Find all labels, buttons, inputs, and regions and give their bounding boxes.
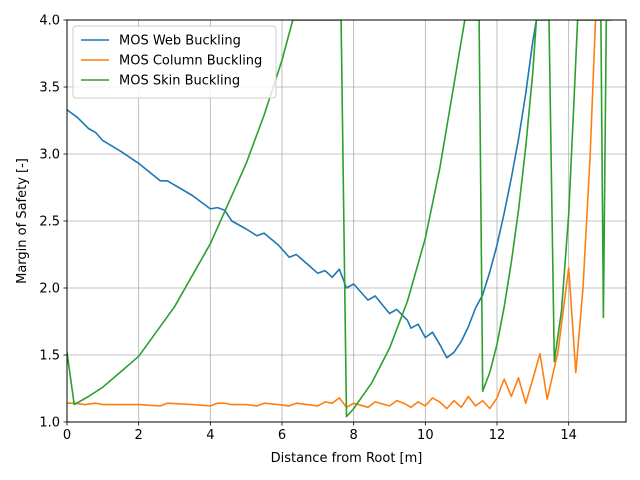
x-tick-label: 10 bbox=[417, 428, 434, 443]
x-tick-label: 2 bbox=[135, 428, 143, 443]
legend-label-mos-web-buckling: MOS Web Buckling bbox=[119, 34, 241, 49]
ticks: 0 2 4 6 8 10 12 14 1.0 1.5 2.0 2.5 3.0 3.5 4.0 bbox=[39, 14, 577, 444]
series-layer bbox=[67, 20, 612, 418]
legend-label-mos-skin-buckling: MOS Skin Buckling bbox=[119, 74, 240, 89]
y-tick-label: 2.0 bbox=[39, 282, 60, 297]
y-tick-label: 4.0 bbox=[39, 14, 60, 29]
y-tick-label: 3.5 bbox=[39, 81, 60, 96]
y-tick-label: 3.0 bbox=[39, 148, 60, 163]
series-line-mos-column-buckling bbox=[67, 20, 605, 410]
legend: MOS Web Buckling MOS Column Buckling MOS S… bbox=[72, 25, 277, 99]
y-axis-label: Margin of Safety [-] bbox=[15, 158, 30, 284]
x-tick-label: 8 bbox=[350, 428, 358, 443]
series-line-mos-skin-buckling bbox=[67, 20, 612, 418]
y-tick-label: 2.5 bbox=[39, 215, 60, 230]
y-tick-label: 1.0 bbox=[39, 416, 60, 431]
x-axis-label: Distance from Root [m] bbox=[271, 451, 423, 466]
x-tick-label: 12 bbox=[489, 428, 506, 443]
x-tick-label: 4 bbox=[206, 428, 214, 443]
legend-label-mos-column-buckling: MOS Column Buckling bbox=[119, 54, 262, 69]
x-tick-label: 14 bbox=[560, 428, 577, 443]
x-tick-label: 0 bbox=[63, 428, 71, 443]
legend-box bbox=[72, 25, 277, 99]
series-line-mos-web-buckling bbox=[67, 20, 538, 359]
x-tick-label: 6 bbox=[278, 428, 286, 443]
y-tick-label: 1.5 bbox=[39, 349, 60, 364]
